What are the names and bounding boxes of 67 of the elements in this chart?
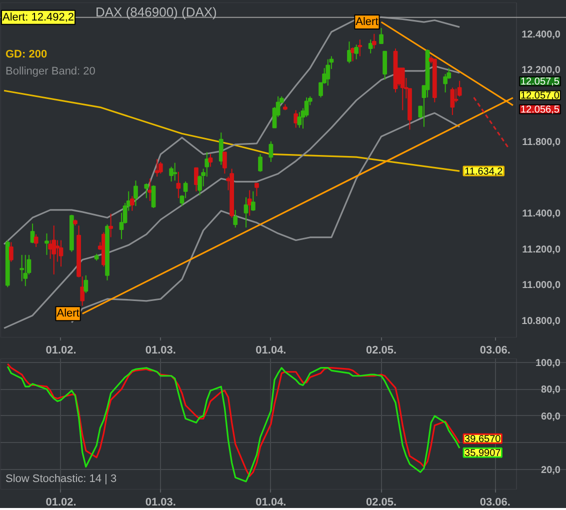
candlestick bbox=[254, 182, 259, 197]
candlestick bbox=[244, 196, 248, 228]
candlestick bbox=[134, 180, 138, 207]
x-tick-label: 02.05. bbox=[366, 344, 397, 356]
candlestick bbox=[250, 190, 256, 212]
data-label: 35,9907 bbox=[464, 448, 502, 460]
candlestick bbox=[400, 68, 405, 111]
candlestick bbox=[382, 50, 388, 80]
chart-title: DAX (846900) (DAX) bbox=[96, 4, 217, 20]
candlestick bbox=[347, 41, 352, 64]
candlestick bbox=[130, 196, 134, 212]
candlestick bbox=[358, 39, 362, 57]
candlestick bbox=[368, 39, 373, 54]
y-tick-label: 80,0 bbox=[541, 384, 561, 396]
annotation: Alert bbox=[356, 16, 378, 28]
candlestick bbox=[354, 44, 359, 60]
y-tick-label: 100,0 bbox=[535, 358, 561, 370]
candlestick bbox=[20, 254, 24, 282]
candlestick bbox=[23, 254, 28, 287]
candlestick bbox=[233, 209, 238, 228]
annotation: Alert bbox=[56, 308, 80, 320]
candlestick bbox=[450, 87, 455, 116]
x-tick-label: 03.06. bbox=[480, 344, 510, 356]
y-tick-label: 11.000,0 bbox=[522, 280, 561, 292]
candlestick bbox=[268, 140, 274, 162]
candlestick bbox=[379, 27, 384, 44]
x-tick-label: 03.06. bbox=[480, 496, 510, 508]
text: Bollinger Band: 20 bbox=[6, 66, 96, 78]
candlestick bbox=[8, 242, 14, 262]
y-tick-label: 11.200,0 bbox=[522, 244, 561, 256]
candlestick bbox=[84, 274, 88, 294]
y-tick-label: 10.800,0 bbox=[522, 316, 561, 327]
candlestick bbox=[108, 213, 114, 238]
y-tick-label: 12.200,0 bbox=[522, 65, 561, 76]
x-tick-label: 01.04. bbox=[256, 496, 286, 508]
data-label: 39,6570 bbox=[464, 434, 502, 446]
y-tick-label: 11.400,0 bbox=[522, 208, 561, 220]
data-label: 11.634,2 bbox=[464, 166, 504, 178]
y-tick-label: 20,0 bbox=[541, 464, 561, 476]
candlestick bbox=[326, 58, 330, 86]
candlestick bbox=[297, 112, 302, 128]
x-tick-label: 01.03. bbox=[145, 344, 176, 356]
y-tick-label: 12.400,0 bbox=[522, 29, 561, 40]
x-tick-label: 02.05. bbox=[366, 496, 397, 508]
text: 12.057,0 bbox=[520, 90, 560, 102]
y-tick-label: 11.800,0 bbox=[522, 136, 561, 148]
candlestick bbox=[144, 182, 149, 199]
text: GD: 200 bbox=[6, 48, 48, 60]
candlestick bbox=[52, 225, 56, 275]
candlestick bbox=[154, 158, 160, 178]
text: 12.057,5 bbox=[520, 76, 560, 88]
annotation: Slow Stochastic: 14 | 3 bbox=[6, 473, 117, 486]
candlestick bbox=[44, 232, 49, 256]
candlestick bbox=[151, 184, 156, 208]
x-tick-label: 01.03. bbox=[145, 496, 176, 508]
candlestick bbox=[247, 190, 252, 216]
candlestick bbox=[34, 234, 38, 248]
x-tick-label: 01.02. bbox=[46, 344, 76, 356]
ref-line-label: Alert: 12.492,2 bbox=[2, 11, 74, 24]
candlestick bbox=[55, 240, 60, 262]
candlestick bbox=[258, 154, 262, 172]
x-tick-label: 01.02. bbox=[46, 496, 76, 508]
candlestick bbox=[58, 240, 64, 268]
y-tick-label: 60,0 bbox=[541, 411, 561, 422]
text: 12.056,5 bbox=[520, 104, 560, 116]
x-tick-label: 01.04. bbox=[256, 344, 286, 356]
candlestick bbox=[372, 33, 376, 50]
